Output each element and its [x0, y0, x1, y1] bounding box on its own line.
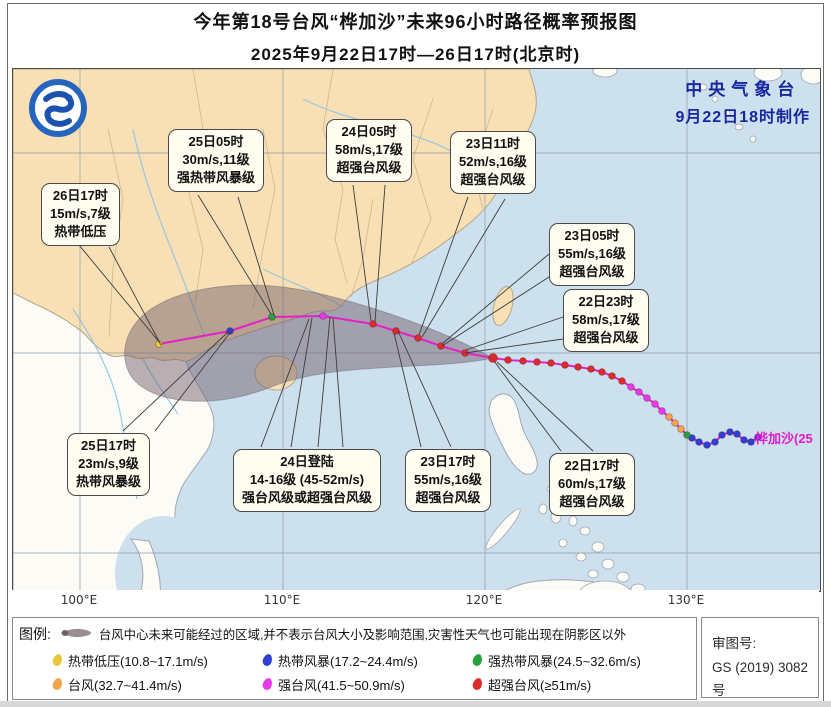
watermark-issued: 9月22日18时制作: [675, 109, 810, 126]
map-canvas: [13, 69, 820, 591]
legend-item-label: 台风(32.7~41.4m/s): [68, 677, 182, 693]
callout-category: 超强台风级: [559, 264, 625, 280]
lon-tick-120e: 120°E: [465, 593, 503, 607]
lon-tick-130e: 130°E: [667, 593, 705, 607]
land-ne-islands: [592, 69, 820, 143]
approval-value: GS (2019) 3082号: [712, 659, 809, 699]
callout-wind: 58m/s,17级: [572, 312, 640, 328]
callout-25d05h: 25日05时 30m/s,11级 强热带风暴级: [168, 129, 265, 192]
callout-category: 超强台风级: [573, 330, 639, 346]
callout-24d05h: 24日05时 58m/s,17级 超强台风级: [326, 119, 412, 182]
legend-cone-row: 图例: 台风中心未来可能经过的区域,并不表示台风大小及影响范围,灾害性天气也可能…: [19, 624, 626, 644]
callout-wind: 55m/s,16级: [558, 246, 626, 262]
callout-wind: 14-16级 (45-52m/s): [249, 472, 365, 488]
callout-wind: 58m/s,17级: [335, 142, 403, 158]
legend-item-label: 超强台风(≥51m/s): [488, 677, 592, 693]
callout-time: 24日登陆: [280, 454, 334, 469]
callout-23d17h: 23日17时 55m/s,16级 超强台风级: [405, 449, 491, 512]
callout-23d11h: 23日11时 52m/s,16级 超强台风级: [450, 131, 536, 194]
approval-label: 审图号:: [712, 636, 757, 651]
legend-item-label: 热带低压(10.8~17.1m/s): [68, 653, 208, 669]
legend-item-label: 热带风暴(17.2~24.4m/s): [278, 653, 418, 669]
land-taiwan: [492, 286, 514, 326]
callout-time: 26日17时: [52, 188, 108, 203]
lon-tick-100e: 100°E: [60, 593, 98, 607]
typhoon-track: [155, 312, 762, 449]
callout-wind: 30m/s,11级: [182, 152, 250, 168]
legend-item-label: 强台风(41.5~50.9m/s): [278, 677, 405, 693]
callout-category: 超强台风级: [336, 160, 402, 176]
callout-wind: 55m/s,16级: [414, 472, 482, 488]
callout-time: 25日05时: [188, 134, 244, 149]
td-dot-icon: [51, 652, 64, 668]
cone-icon: [59, 626, 93, 643]
callout-22d17h: 22日17时 60m/s,17级 超强台风级: [549, 453, 635, 516]
page-title: 今年第18号台风“桦加沙”未来96小时路径概率预报图 2025年9月22日17时…: [0, 8, 831, 65]
lon-tick-110e: 110°E: [263, 593, 301, 607]
ts-dot-icon: [261, 652, 274, 668]
callout-time: 23日05时: [564, 228, 620, 243]
ty-dot-icon: [51, 676, 64, 692]
gulf-of-thailand: [115, 516, 211, 591]
sty-dot-icon: [261, 676, 274, 692]
callout-category: 超强台风级: [559, 494, 625, 510]
callout-26d17h: 26日17时 15m/s,7级 热带低压: [41, 183, 120, 246]
callout-time: 23日11时: [465, 136, 521, 151]
land-malay-peninsula: [129, 538, 161, 591]
longitude-axis: 100°E 110°E 120°E 130°E: [12, 590, 819, 614]
callout-leader-lines: [78, 184, 594, 452]
callout-category: 强台风级或超强台风级: [242, 490, 373, 506]
callout-category: 强热带风暴级: [177, 170, 256, 186]
title-line-2: 2025年9月22日17时—26日17时(北京时): [250, 45, 581, 64]
watermark: 中央气象台 9月22日18时制作: [676, 75, 811, 127]
title-line-1: 今年第18号台风“桦加沙”未来96小时路径概率预报图: [193, 12, 638, 32]
legend-item-superty: 超强台风(≥51m/s): [471, 672, 673, 696]
forecast-map: 中央气象台 9月22日18时制作 桦加沙(25 26日17时 15m/s,7级 …: [12, 68, 821, 592]
sts-dot-icon: [471, 652, 484, 668]
legend-item-sts: 强热带风暴(24.5~32.6m/s): [471, 648, 673, 672]
callout-time: 25日17时: [81, 438, 136, 453]
legend-item-sty: 强台风(41.5~50.9m/s): [261, 672, 473, 696]
legend-cone-note: 台风中心未来可能经过的区域,并不表示台风大小及影响范围,灾害性天气也可能出现在阴…: [98, 628, 627, 642]
callout-wind: 15m/s,7级: [50, 206, 111, 222]
callout-24d-landfall: 24日登陆 14-16级 (45-52m/s) 强台风级或超强台风级: [233, 449, 382, 512]
callout-category: 超强台风级: [460, 172, 526, 188]
callout-category: 热带风暴级: [76, 474, 142, 490]
watermark-agency: 中央气象台: [685, 80, 801, 99]
callout-time: 24日05时: [341, 124, 397, 139]
callout-time: 22日17时: [564, 458, 620, 473]
legend-items: 热带低压(10.8~17.1m/s) 热带风暴(17.2~24.4m/s) 强热…: [51, 648, 693, 696]
storm-name-label: 桦加沙(25: [755, 431, 813, 446]
legend: 图例: 台风中心未来可能经过的区域,并不表示台风大小及影响范围,灾害性天气也可能…: [12, 617, 697, 700]
window-bottom-edge: [0, 701, 831, 707]
superty-dot-icon: [471, 676, 484, 692]
callout-22d23h: 22日23时 58m/s,17级 超强台风级: [563, 289, 649, 352]
callout-time: 23日17时: [420, 454, 476, 469]
callout-time: 22日23时: [578, 294, 634, 309]
callout-23d05h: 23日05时 55m/s,16级 超强台风级: [549, 223, 635, 286]
callout-25d17h: 25日17时 23m/s,9级 热带风暴级: [67, 433, 151, 496]
probability-cone: [124, 284, 495, 402]
legend-title: 图例:: [19, 626, 51, 642]
legend-item-ty: 台风(32.7~41.4m/s): [51, 672, 263, 696]
legend-item-ts: 热带风暴(17.2~24.4m/s): [261, 648, 473, 672]
cma-logo: [29, 79, 87, 137]
callout-wind: 52m/s,16级: [459, 154, 527, 170]
legend-item-label: 强热带风暴(24.5~32.6m/s): [488, 653, 641, 669]
callout-wind: 60m/s,17级: [558, 476, 626, 492]
legend-item-td: 热带低压(10.8~17.1m/s): [51, 648, 263, 672]
map-approval-number: 审图号: GS (2019) 3082号: [701, 617, 819, 698]
land-luzon: [488, 393, 538, 475]
callout-category: 热带低压: [54, 224, 107, 240]
callout-wind: 23m/s,9级: [78, 456, 139, 472]
callout-category: 超强台风级: [415, 490, 481, 506]
